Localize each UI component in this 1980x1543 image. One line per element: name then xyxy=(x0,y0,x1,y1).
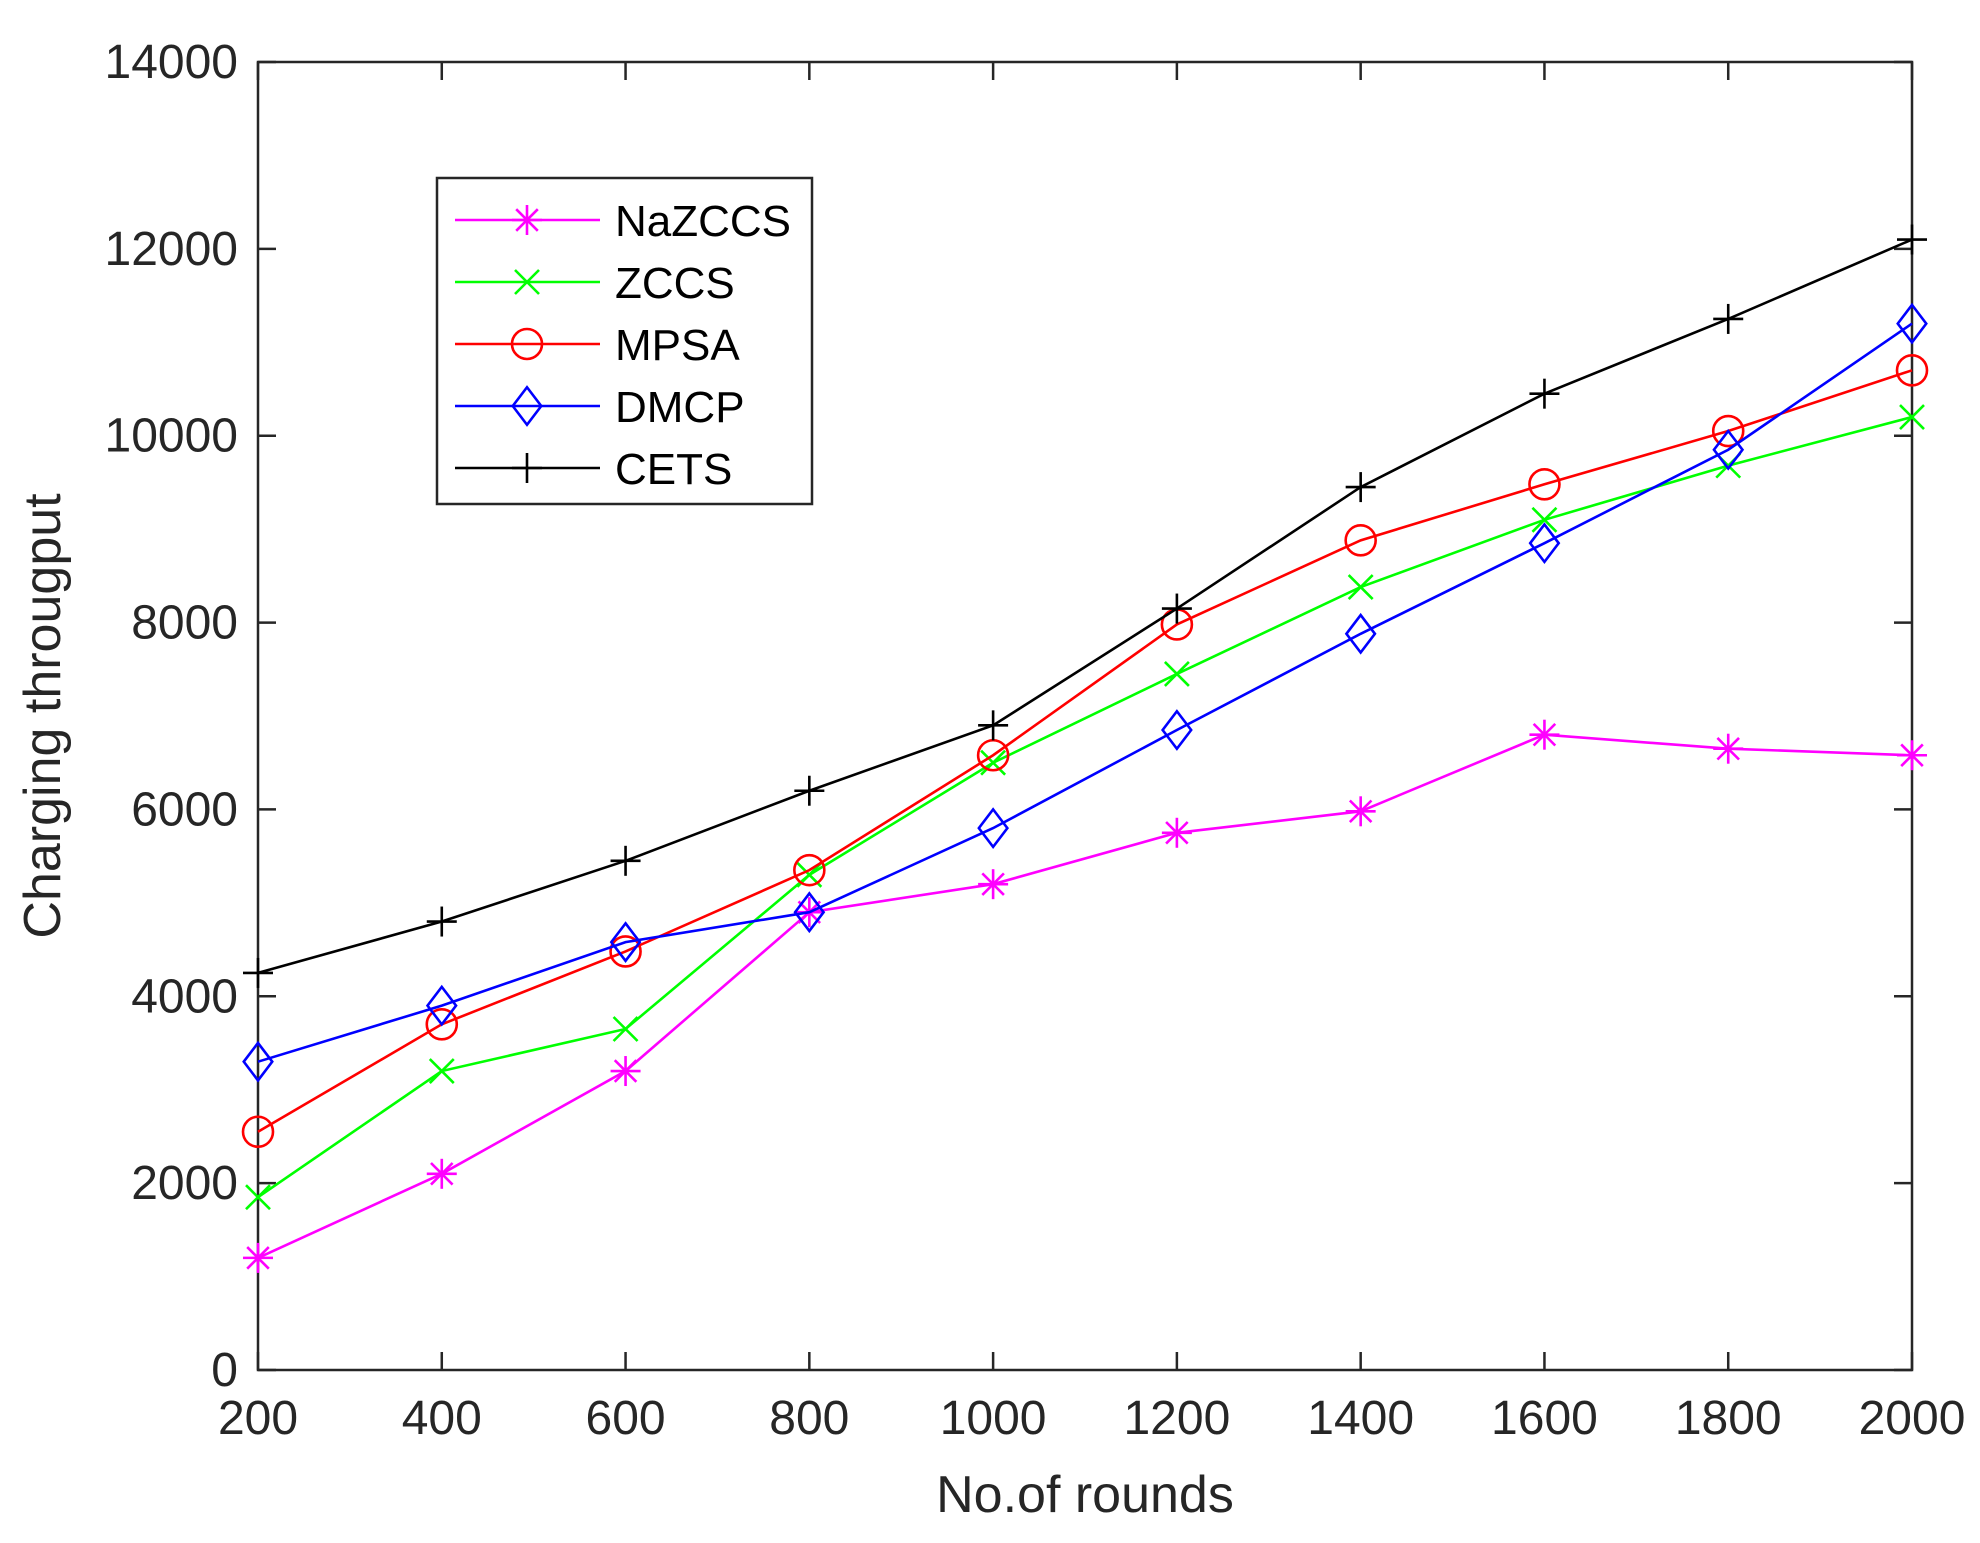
legend-marker-mpsa xyxy=(510,327,544,361)
legend-entry-zccs: ZCCS xyxy=(455,259,735,308)
data-point-mpsa xyxy=(1711,414,1745,448)
y-tick-label: 10000 xyxy=(105,410,238,463)
series-line-dmcp xyxy=(257,322,1913,1063)
legend: NaZCCS ZCCS MPSA DMCP CETS xyxy=(435,176,814,506)
series-layer xyxy=(241,224,1929,1273)
series-line-cets xyxy=(257,238,1913,975)
legend-label-zccs: ZCCS xyxy=(615,259,735,308)
x-tick-label: 200 xyxy=(218,1392,298,1445)
x-tick-label: 1400 xyxy=(1307,1392,1414,1445)
data-point-cets xyxy=(978,710,1009,741)
legend-entry-mpsa: MPSA xyxy=(455,321,740,370)
legend-entry-nazccs: NaZCCS xyxy=(455,197,791,246)
x-tick-label: 600 xyxy=(586,1392,666,1445)
data-point-zccs xyxy=(1347,574,1374,600)
series-dmcp xyxy=(242,302,1928,1083)
data-point-nazccs xyxy=(1161,817,1192,848)
data-point-nazccs xyxy=(610,1056,641,1087)
data-point-dmcp xyxy=(1528,522,1561,565)
x-axis-title: No.of rounds xyxy=(936,1466,1234,1524)
data-point-mpsa xyxy=(609,935,642,968)
legend-marker-zccs xyxy=(514,269,540,295)
data-point-cets xyxy=(243,957,273,988)
x-tick-label: 1600 xyxy=(1491,1392,1598,1445)
data-point-mpsa xyxy=(793,853,826,887)
data-point-zccs xyxy=(980,749,1007,776)
legend-marker-dmcp xyxy=(511,385,543,427)
data-point-nazccs xyxy=(978,869,1009,900)
x-tick-label: 400 xyxy=(402,1392,482,1445)
data-point-cets xyxy=(1897,224,1927,255)
data-point-zccs xyxy=(428,1058,455,1084)
data-point-dmcp xyxy=(609,921,642,963)
data-point-dmcp xyxy=(1161,709,1193,751)
data-point-nazccs xyxy=(426,1158,457,1189)
data-point-mpsa xyxy=(425,1008,459,1041)
data-point-mpsa xyxy=(1344,524,1377,557)
data-point-cets xyxy=(1345,472,1376,503)
series-line-nazccs xyxy=(257,733,1913,1260)
data-point-dmcp xyxy=(977,807,1009,850)
x-tick-label: 2000 xyxy=(1859,1392,1966,1445)
legend-box xyxy=(435,176,814,506)
data-point-dmcp xyxy=(425,984,458,1027)
data-point-cets xyxy=(794,775,825,806)
data-point-dmcp xyxy=(1344,612,1377,655)
data-point-nazccs xyxy=(1345,796,1376,827)
data-point-dmcp xyxy=(793,891,826,934)
y-tick-label: 6000 xyxy=(131,783,238,836)
data-point-nazccs xyxy=(1529,719,1560,750)
legend-label-nazccs: NaZCCS xyxy=(615,197,791,246)
data-point-zccs xyxy=(1531,506,1558,533)
data-point-zccs xyxy=(245,1184,271,1211)
series-line-zccs xyxy=(257,415,1913,1199)
legend-marker-cets xyxy=(512,453,542,483)
y-tick-label: 12000 xyxy=(105,223,238,276)
legend-label-dmcp: DMCP xyxy=(615,383,745,432)
x-tick-label: 1000 xyxy=(940,1392,1047,1445)
y-tick-label: 0 xyxy=(211,1344,238,1397)
series-nazccs xyxy=(243,719,1927,1273)
data-point-mpsa xyxy=(241,1115,275,1149)
data-point-nazccs xyxy=(1713,733,1744,764)
legend-label-mpsa: MPSA xyxy=(615,321,740,370)
data-point-zccs xyxy=(1163,661,1190,687)
data-point-mpsa xyxy=(1895,354,1929,387)
legend-marker-nazccs xyxy=(512,205,542,235)
data-point-mpsa xyxy=(1528,467,1561,501)
x-tick-label: 1200 xyxy=(1123,1392,1230,1445)
data-point-dmcp xyxy=(1896,302,1928,345)
y-tick-label: 14000 xyxy=(105,36,238,89)
data-point-cets xyxy=(1713,303,1744,334)
data-point-cets xyxy=(426,906,457,937)
series-mpsa xyxy=(241,354,1929,1149)
legend-label-cets: CETS xyxy=(615,445,732,494)
data-point-zccs xyxy=(612,1016,639,1042)
series-cets xyxy=(243,224,1927,988)
data-point-dmcp xyxy=(1712,428,1745,471)
axis-ticks: 200 400 600 800 1000 1200 1400 1600 1800 2000 0 200… xyxy=(105,36,1966,1445)
data-point-nazccs xyxy=(1897,740,1927,771)
y-axis-title: Charging througput xyxy=(14,493,72,939)
data-point-cets xyxy=(610,845,641,876)
data-point-dmcp xyxy=(242,1040,274,1083)
x-tick-label: 1800 xyxy=(1675,1392,1782,1445)
y-tick-label: 4000 xyxy=(131,970,238,1023)
legend-entry-cets: CETS xyxy=(455,445,732,494)
data-point-nazccs xyxy=(243,1242,273,1273)
y-tick-label: 2000 xyxy=(131,1157,238,1210)
legend-entry-dmcp: DMCP xyxy=(455,383,745,432)
y-tick-label: 8000 xyxy=(131,597,238,650)
data-point-zccs xyxy=(1899,404,1925,430)
x-tick-label: 800 xyxy=(769,1392,849,1445)
data-point-cets xyxy=(1529,378,1560,409)
data-point-cets xyxy=(1161,593,1192,624)
series-line-mpsa xyxy=(257,369,1913,1133)
